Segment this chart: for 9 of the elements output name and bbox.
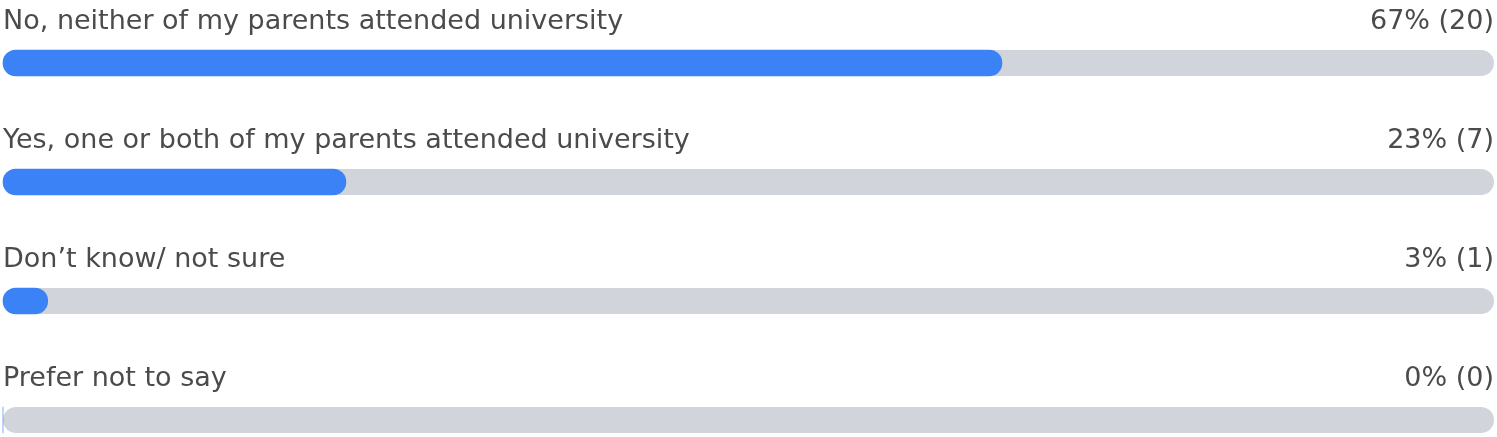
data-label: 67% (20) [1369,4,1494,35]
y-tick-label: Yes, one or both of my parents attended university [2,123,690,154]
bar [2,168,347,196]
data-label: 23% (7) [1387,123,1494,154]
y-tick-label: Don’t know/ not sure [3,242,286,273]
y-tick-label: Prefer not to say [3,361,227,392]
data-label: 0% (0) [1404,361,1494,392]
y-tick-label: No, neither of my parents attended university [3,4,624,35]
data-label: 3% (1) [1404,242,1494,273]
